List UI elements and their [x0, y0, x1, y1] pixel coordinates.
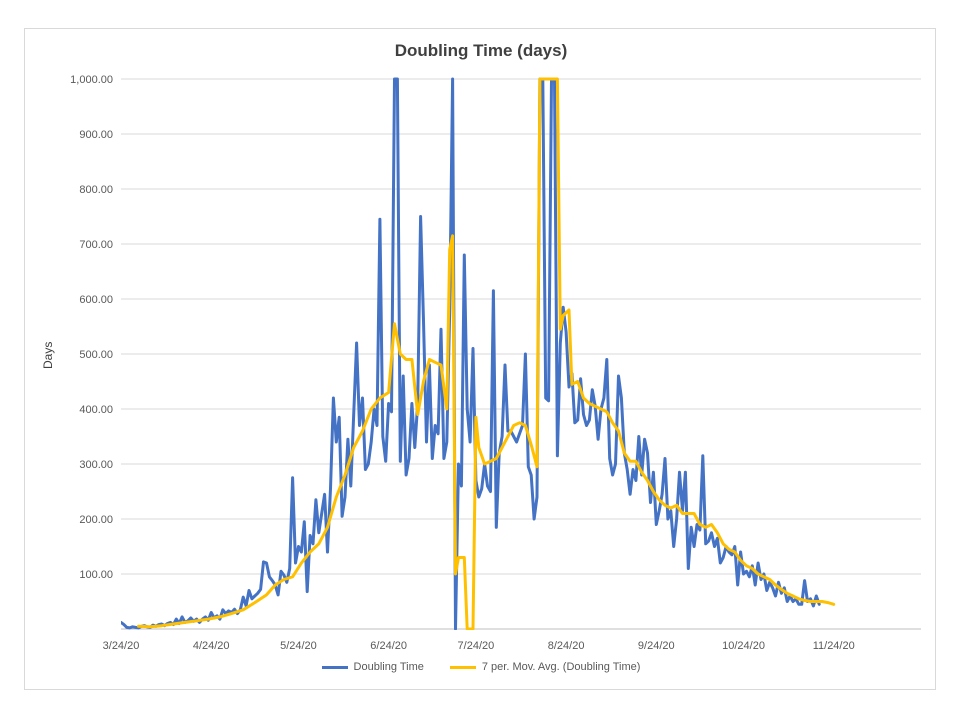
x-tick-label: 10/24/20 [722, 640, 765, 652]
x-tick-label: 3/24/20 [103, 640, 140, 652]
series-line-doubling-time [121, 77, 821, 630]
chart-title: Doubling Time (days) [394, 41, 568, 60]
series-line-moving-average [137, 77, 836, 630]
x-tick-label: 11/24/20 [813, 640, 855, 652]
y-tick-label: 1,000.00 [70, 74, 113, 86]
legend: Doubling Time 7 per. Mov. Avg. (Doubling… [25, 661, 937, 673]
legend-swatch-blue [321, 665, 348, 669]
legend-entry-doubling-time: Doubling Time [321, 661, 424, 673]
x-tick-label: 4/24/20 [193, 640, 230, 652]
y-tick-label: 600.00 [79, 294, 113, 306]
legend-swatch-gold [449, 665, 476, 669]
chart-frame: Doubling Time (days) Days 100.00 200.00 30… [24, 28, 936, 690]
y-tick-label: 700.00 [79, 239, 113, 251]
y-tick-label: 200.00 [79, 514, 113, 526]
y-tick-label: 900.00 [79, 129, 113, 141]
x-tick-label: 5/24/20 [280, 640, 317, 652]
legend-entry-moving-average: 7 per. Mov. Avg. (Doubling Time) [449, 661, 641, 673]
y-tick-label: 400.00 [79, 404, 113, 416]
legend-label: Doubling Time [353, 661, 424, 673]
y-tick-label: 100.00 [79, 569, 113, 581]
x-tick-label: 9/24/20 [638, 640, 675, 652]
plot-area: 100.00 200.00 300.00 400.00 500.00 600.00 700.… [70, 74, 921, 652]
legend-label: 7 per. Mov. Avg. (Doubling Time) [481, 661, 641, 673]
x-tick-label: 7/24/20 [458, 640, 495, 652]
y-tick-label: 500.00 [79, 349, 113, 361]
y-tick-label: 800.00 [79, 184, 113, 196]
x-tick-label: 8/24/20 [548, 640, 585, 652]
y-tick-label: 300.00 [79, 459, 113, 471]
x-tick-label: 6/24/20 [370, 640, 407, 652]
